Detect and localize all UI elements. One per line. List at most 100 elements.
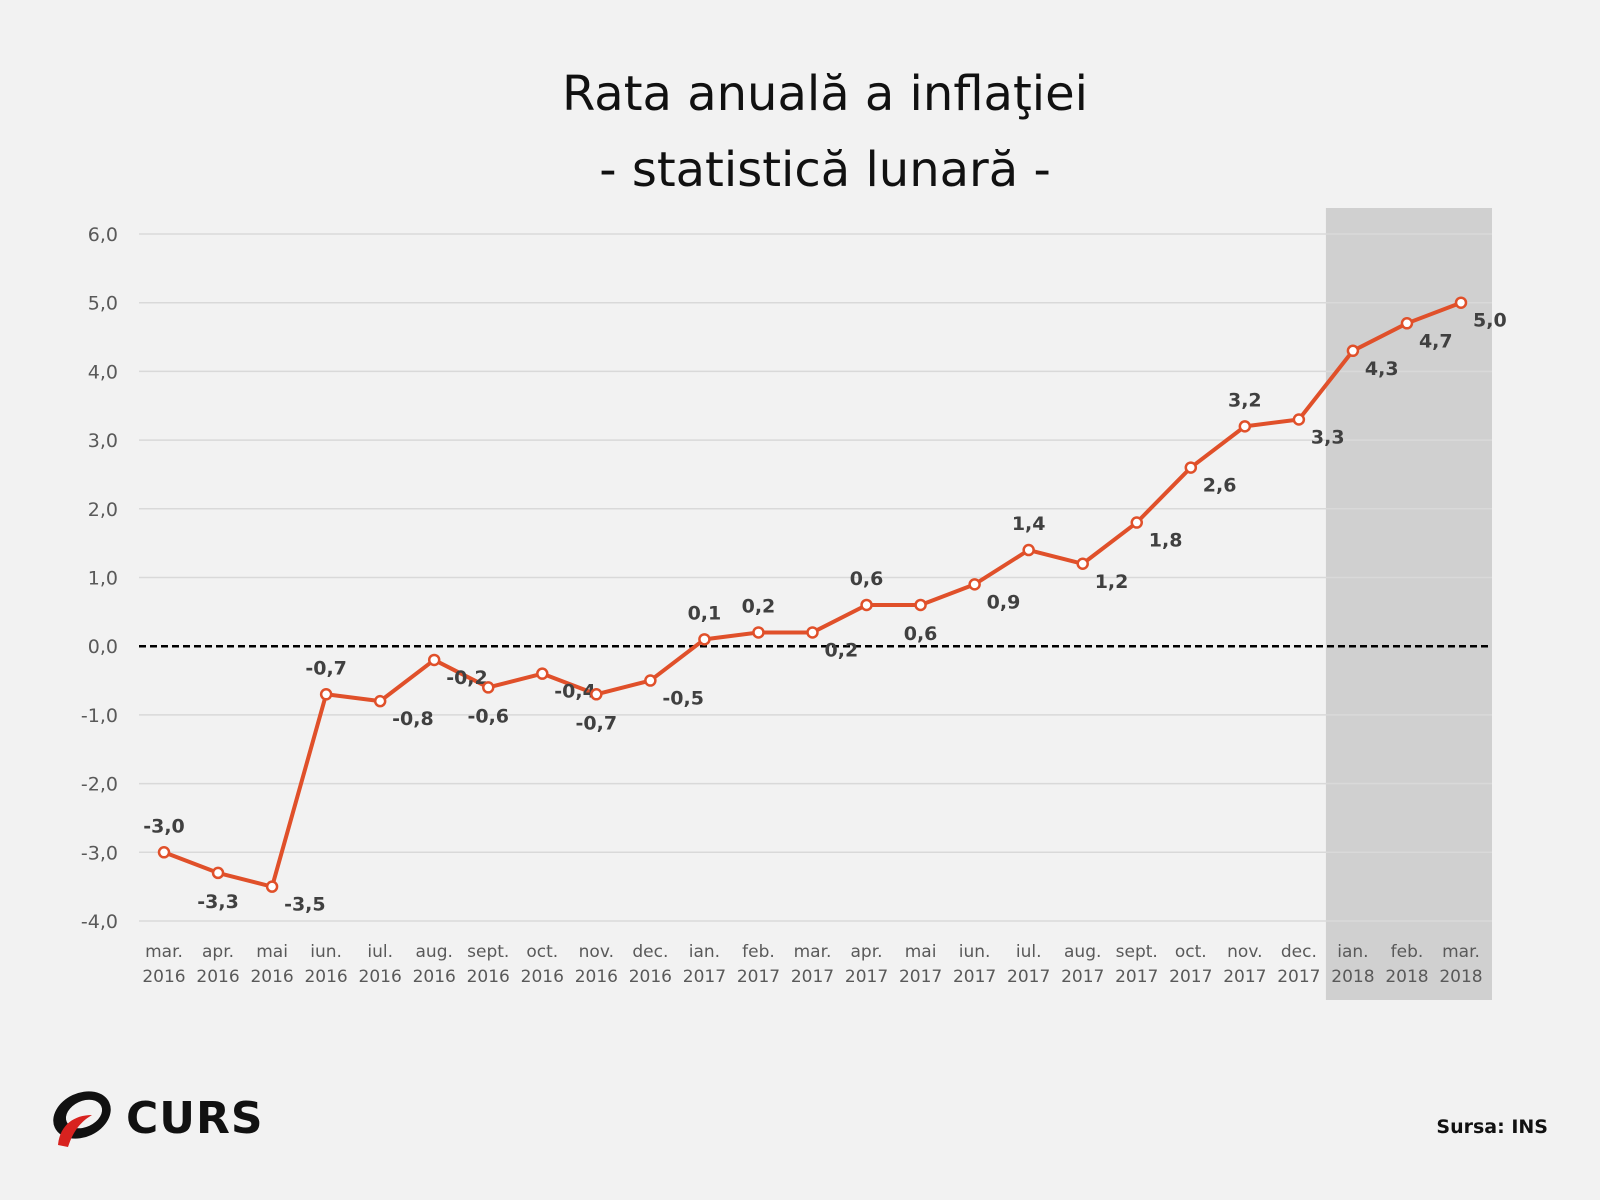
data-point <box>1400 317 1414 330</box>
x-tick-label: ian. <box>689 942 720 962</box>
series-line <box>163 300 1462 889</box>
data-label: 0,6 <box>850 568 884 590</box>
x-tick-label: mai <box>905 942 937 962</box>
x-tick-label: 2018 <box>1385 967 1428 987</box>
data-point <box>482 681 495 694</box>
x-tick-label: 2018 <box>1439 967 1482 987</box>
data-point <box>806 626 819 639</box>
x-tick-label: 2018 <box>1331 967 1374 987</box>
y-tick-label: 0,0 <box>88 636 118 658</box>
y-tick-label: 1,0 <box>88 568 118 590</box>
data-point <box>211 866 225 880</box>
data-point <box>752 626 765 639</box>
data-point <box>1454 296 1468 309</box>
y-tick-label: 6,0 <box>88 224 118 246</box>
data-label: 1,8 <box>1149 530 1183 552</box>
y-tick-label: -2,0 <box>81 774 118 796</box>
data-label: 1,2 <box>1095 571 1129 593</box>
x-tick-label: 2016 <box>250 967 293 987</box>
x-tick-label: apr. <box>202 942 234 962</box>
x-tick-label: 2017 <box>1115 967 1158 987</box>
highlight-region <box>1325 208 1492 1000</box>
data-point <box>1292 413 1306 426</box>
data-label: 0,2 <box>825 639 859 661</box>
x-tick-label: iun. <box>959 942 991 962</box>
y-tick-label: -4,0 <box>81 911 118 933</box>
x-tick-label: oct. <box>1175 942 1207 962</box>
x-tick-label: mar. <box>145 942 183 962</box>
data-point <box>1346 344 1360 358</box>
x-tick-label: 2017 <box>1007 967 1050 987</box>
data-label: -0,4 <box>554 681 596 703</box>
x-tick-label: dec. <box>1281 942 1317 962</box>
data-label: 5,0 <box>1473 310 1507 332</box>
data-point <box>1184 461 1198 474</box>
x-tick-label: 2017 <box>791 967 834 987</box>
x-tick-label: mar. <box>1442 942 1480 962</box>
x-tick-label: feb. <box>742 942 775 962</box>
x-tick-label: 2017 <box>1223 967 1266 987</box>
x-tick-label: mar. <box>794 942 832 962</box>
x-tick-label: iun. <box>310 942 342 962</box>
x-tick-label: 2017 <box>737 967 780 987</box>
x-tick-label: 2016 <box>359 967 402 987</box>
x-tick-label: 2017 <box>1061 967 1104 987</box>
data-label: 0,1 <box>688 602 722 624</box>
data-label: -0,2 <box>446 667 488 689</box>
source-note: Sursa: INS <box>1436 1116 1548 1138</box>
x-tick-label: 2016 <box>521 967 564 987</box>
data-point <box>1022 543 1035 557</box>
x-tick-label: apr. <box>851 942 883 962</box>
x-tick-label: nov. <box>579 942 614 962</box>
x-tick-label: sept. <box>467 942 509 962</box>
data-point <box>1238 420 1252 433</box>
data-label: 3,3 <box>1311 426 1345 448</box>
x-tick-label: 2016 <box>142 967 185 987</box>
y-tick-label: 3,0 <box>88 430 118 452</box>
x-tick-label: 2017 <box>953 967 996 987</box>
data-label: 0,9 <box>987 591 1021 613</box>
x-tick-label: iul. <box>1016 942 1042 962</box>
data-label: -0,8 <box>392 708 434 730</box>
data-point <box>157 846 171 859</box>
x-tick-label: 2016 <box>575 967 618 987</box>
data-point <box>536 667 549 680</box>
y-tick-label: -3,0 <box>81 842 118 864</box>
x-tick-label: 2016 <box>629 967 672 987</box>
x-tick-label: aug. <box>416 942 453 962</box>
chart-subtitle: - statistică lunară - <box>599 142 1051 198</box>
data-point <box>1076 557 1089 571</box>
data-label: 4,7 <box>1419 330 1453 352</box>
data-label: 3,2 <box>1228 389 1262 411</box>
data-label: -3,0 <box>143 815 185 837</box>
x-tick-label: 2017 <box>899 967 942 987</box>
x-tick-label: 2017 <box>1277 967 1320 987</box>
data-point <box>644 674 657 687</box>
data-point <box>1130 516 1143 529</box>
data-label: 4,3 <box>1365 358 1399 380</box>
x-tick-label: iul. <box>367 942 393 962</box>
data-label: 2,6 <box>1203 475 1237 497</box>
data-label: -0,7 <box>576 712 618 734</box>
x-tick-label: aug. <box>1064 942 1101 962</box>
x-tick-label: mai <box>256 942 288 962</box>
curs-logo: CURS <box>48 1085 264 1151</box>
data-point <box>427 653 441 667</box>
chart-title: Rata anuală a inflaţiei <box>562 66 1088 122</box>
data-point <box>968 578 981 591</box>
data-label: 0,2 <box>742 595 776 617</box>
x-tick-label: 2017 <box>845 967 888 987</box>
x-tick-label: dec. <box>632 942 668 962</box>
data-label: -3,5 <box>284 894 326 916</box>
y-tick-label: 5,0 <box>88 293 118 315</box>
data-point <box>265 880 279 893</box>
data-label: -3,3 <box>197 891 239 913</box>
x-tick-label: 2016 <box>196 967 239 987</box>
x-tick-label: 2016 <box>304 967 347 987</box>
x-tick-label: nov. <box>1227 942 1262 962</box>
curs-logo-icon <box>53 1091 111 1147</box>
data-point <box>860 598 873 612</box>
data-label: -0,6 <box>467 705 509 727</box>
data-point <box>319 688 333 701</box>
